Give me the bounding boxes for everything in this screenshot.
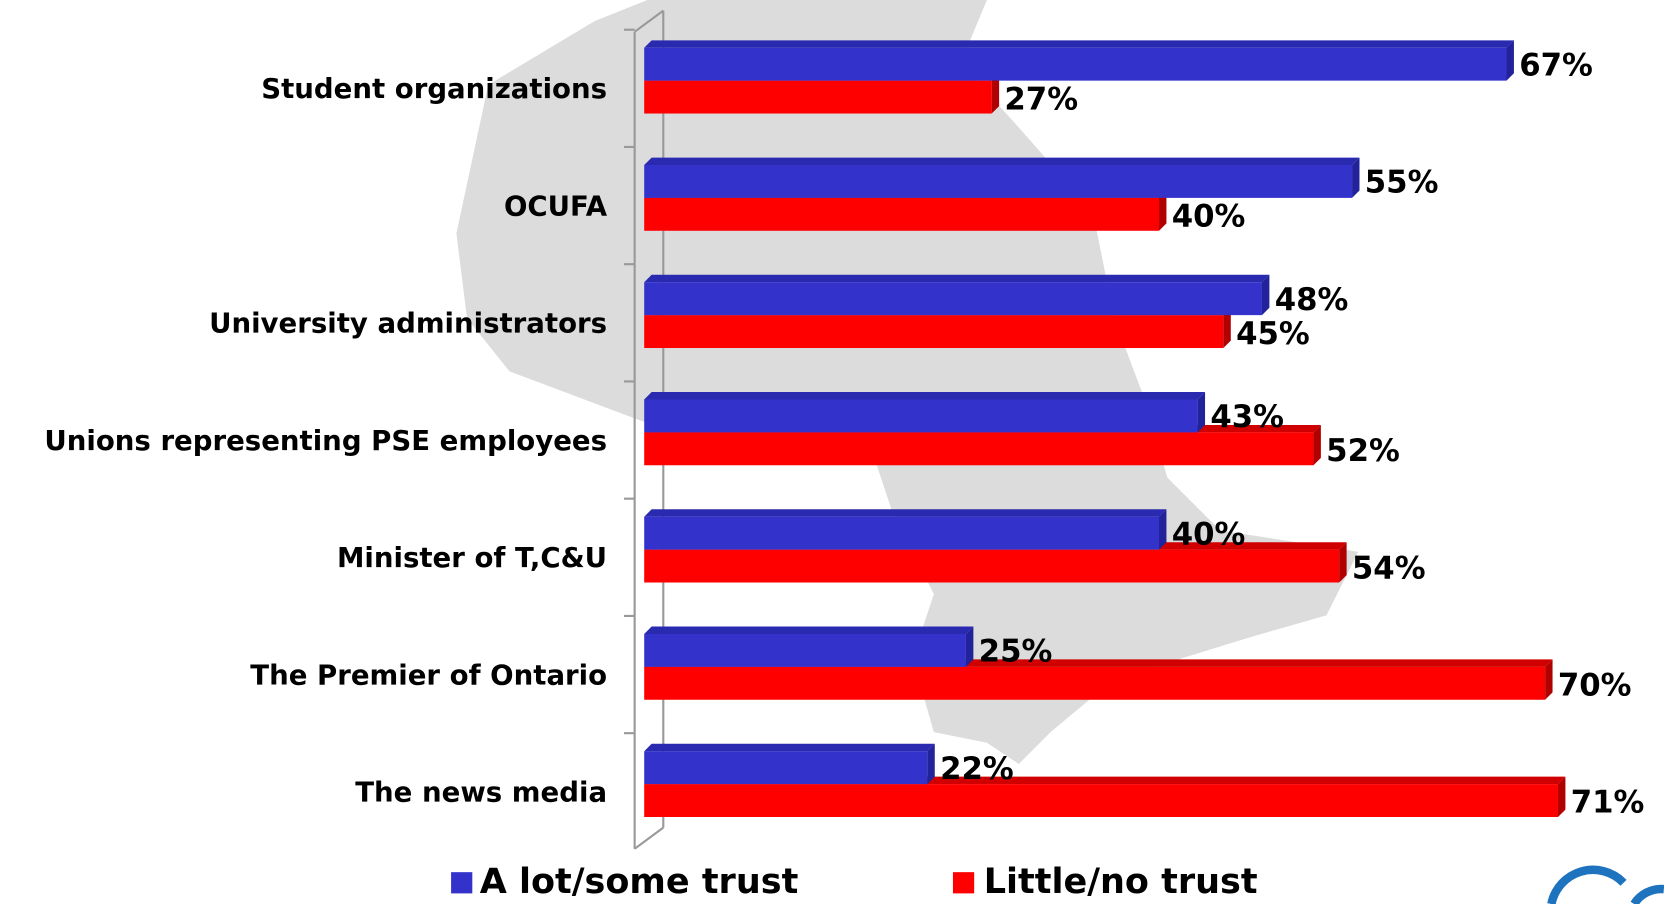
bar-side xyxy=(1159,509,1167,550)
value-label: 40% xyxy=(1172,516,1246,552)
axis-line xyxy=(634,9,664,33)
value-label: 52% xyxy=(1326,433,1400,469)
bar xyxy=(644,197,1160,231)
bar-side xyxy=(1197,392,1206,433)
value-label: 40% xyxy=(1172,199,1246,235)
bar xyxy=(644,399,1198,433)
bar-side xyxy=(1313,424,1321,466)
value-label: 71% xyxy=(1571,785,1645,821)
legend-swatch xyxy=(952,872,975,894)
bar xyxy=(644,666,1546,700)
bar-side xyxy=(1339,542,1347,583)
bar-side xyxy=(991,73,1000,114)
bar-top xyxy=(644,157,1360,165)
logo-arc xyxy=(1547,865,1664,904)
bar xyxy=(644,164,1353,198)
bar-side xyxy=(927,743,935,785)
bar xyxy=(644,47,1507,81)
bar-side xyxy=(965,626,974,667)
y-tick-label: University administrators xyxy=(209,307,607,340)
bar-top xyxy=(644,392,1206,400)
bar-side xyxy=(1352,157,1360,198)
bar-top xyxy=(644,40,1514,48)
bar xyxy=(644,751,928,785)
y-tick-label: Unions representing PSE employees xyxy=(44,424,607,457)
bar-top xyxy=(644,509,1167,517)
value-label: 22% xyxy=(940,751,1014,787)
bar-side xyxy=(1545,659,1553,700)
value-label: 48% xyxy=(1275,282,1349,318)
bar-side xyxy=(1223,307,1231,349)
y-tick-label: Minister of T,C&U xyxy=(337,541,607,574)
y-tick-label: OCUFA xyxy=(504,189,608,222)
legend-swatch xyxy=(451,872,473,894)
value-label: 45% xyxy=(1236,316,1310,352)
legend-label: A lot/some trust xyxy=(480,862,799,902)
legend-label: Little/no trust xyxy=(984,862,1258,902)
bar xyxy=(644,516,1160,550)
bar-side xyxy=(1159,190,1167,231)
axis-line xyxy=(634,826,664,850)
value-label: 43% xyxy=(1210,399,1284,435)
bar-top xyxy=(644,274,1270,283)
bar-top xyxy=(644,626,974,634)
bar-side xyxy=(1261,274,1270,316)
bar xyxy=(644,80,992,114)
bar xyxy=(644,784,1558,817)
bar-side xyxy=(1557,776,1566,817)
bar xyxy=(644,315,1224,349)
y-tick-label: The news media xyxy=(355,776,607,809)
value-label: 27% xyxy=(1004,81,1078,117)
bar xyxy=(644,432,1314,466)
y-tick-label: Student organizations xyxy=(261,72,607,105)
value-label: 54% xyxy=(1352,550,1426,586)
value-label: 70% xyxy=(1558,668,1632,704)
bar-top xyxy=(644,743,935,752)
value-label: 67% xyxy=(1519,47,1593,83)
bar-side xyxy=(1506,40,1514,81)
value-label: 25% xyxy=(979,634,1053,670)
y-tick-label: The Premier of Ontario xyxy=(250,658,607,691)
bar xyxy=(644,549,1340,583)
value-label: 55% xyxy=(1365,165,1439,201)
bar xyxy=(644,633,966,667)
bar xyxy=(644,282,1262,316)
